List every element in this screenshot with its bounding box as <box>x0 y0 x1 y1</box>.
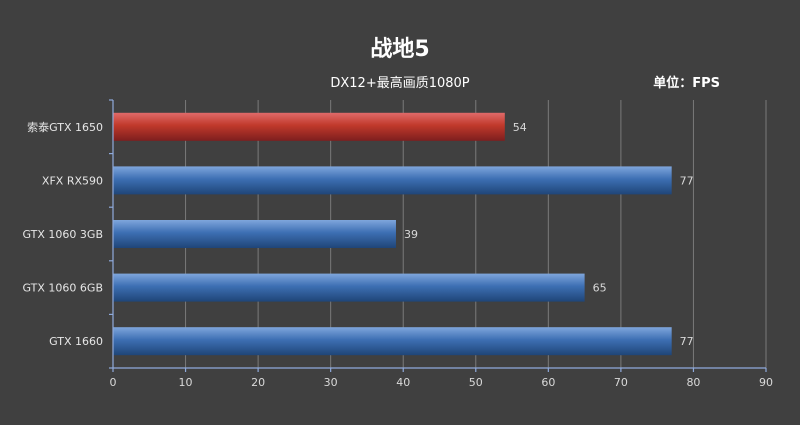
grid <box>185 100 767 368</box>
category-label-0: 索泰GTX 1650 <box>27 120 103 134</box>
labels: 索泰GTX 1650 54 XFX RX590 77 GTX 1060 3GB 39 GTX… <box>23 120 773 389</box>
value-label-4: 77 <box>680 335 694 348</box>
value-label-1: 77 <box>680 174 694 187</box>
x-tick-label-70: 70 <box>614 376 628 389</box>
bar-4 <box>113 327 672 356</box>
chart-subtitle: DX12+最高画质1080P <box>330 75 469 91</box>
bar-2 <box>113 220 396 248</box>
x-tick-label-0: 0 <box>110 376 117 389</box>
x-tick-label-80: 80 <box>686 376 700 389</box>
unit-label: 单位：FPS <box>653 75 720 91</box>
category-label-3: GTX 1060 6GB <box>23 282 103 295</box>
value-label-3: 65 <box>593 282 607 295</box>
x-tick-label-40: 40 <box>396 376 410 389</box>
x-tick-label-30: 30 <box>324 376 338 389</box>
value-label-2: 39 <box>404 228 418 241</box>
axes <box>109 99 767 372</box>
chart-title: 战地5 <box>370 37 429 62</box>
category-label-4: GTX 1660 <box>49 335 103 348</box>
bar-0 <box>113 112 505 141</box>
value-label-0: 54 <box>513 121 527 134</box>
category-label-2: GTX 1060 3GB <box>23 228 103 241</box>
x-tick-label-60: 60 <box>541 376 555 389</box>
x-tick-label-90: 90 <box>759 376 773 389</box>
bar-1 <box>113 166 672 195</box>
x-tick-label-10: 10 <box>179 376 193 389</box>
x-tick-label-50: 50 <box>469 376 483 389</box>
category-label-1: XFX RX590 <box>42 174 103 187</box>
bar-3 <box>113 273 585 302</box>
bars <box>113 112 672 356</box>
x-tick-label-20: 20 <box>251 376 265 389</box>
